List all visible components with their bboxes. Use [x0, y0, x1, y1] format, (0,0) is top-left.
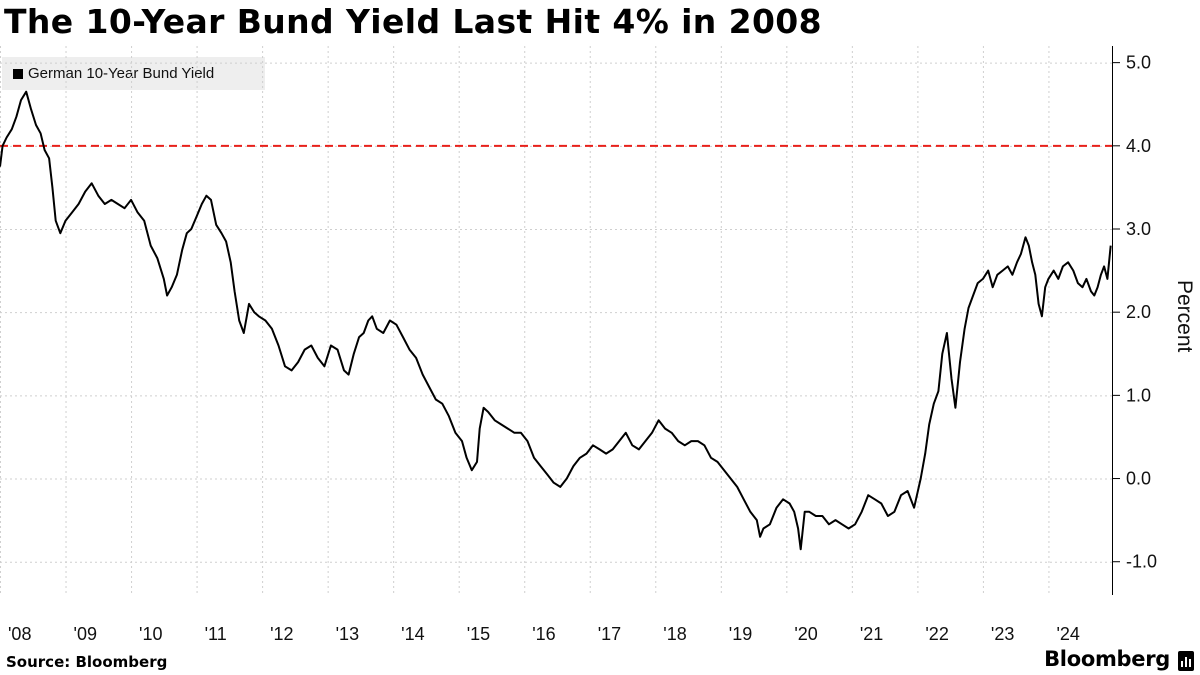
bloomberg-logo-icon [1178, 651, 1194, 671]
y-tick-label: 5.0 [1126, 53, 1151, 73]
x-tick-label: '15 [467, 624, 490, 644]
brand-wordmark: Bloomberg [1044, 647, 1170, 671]
x-tick-label: '20 [794, 624, 817, 644]
x-tick-label: '11 [205, 624, 227, 644]
x-tick-label: '10 [139, 624, 162, 644]
y-tick-label: 4.0 [1126, 136, 1151, 156]
legend-swatch [13, 68, 23, 79]
x-tick-label: '16 [532, 624, 555, 644]
y-tick-label: -1.0 [1126, 552, 1157, 572]
chart-title: The 10-Year Bund Yield Last Hit 4% in 20… [4, 2, 823, 41]
legend-label: German 10-Year Bund Yield [28, 65, 215, 82]
x-tick-label: '12 [270, 624, 293, 644]
x-tick-label: '18 [663, 624, 686, 644]
x-tick-label: '21 [860, 624, 883, 644]
x-tick-label: '09 [74, 624, 97, 644]
x-tick-label: '24 [1056, 624, 1079, 644]
series-line-bund-yield [0, 90, 1112, 551]
x-tick-label: '23 [991, 624, 1014, 644]
y-tick-label: 1.0 [1126, 385, 1151, 405]
y-axis-title: Percent [1173, 280, 1196, 353]
x-tick-label: '14 [401, 624, 424, 644]
source-note: Source: Bloomberg [6, 653, 168, 671]
y-tick-label: 0.0 [1126, 469, 1151, 489]
y-tick-label: 2.0 [1126, 302, 1151, 322]
y-tick-label: 3.0 [1126, 219, 1151, 239]
legend: German 10-Year Bund Yield [2, 57, 265, 90]
x-tick-label: '17 [598, 624, 621, 644]
x-tick-label: '13 [336, 624, 359, 644]
x-tick-label: '22 [925, 624, 948, 644]
x-tick-label: '19 [729, 624, 752, 644]
x-tick-label: '08 [8, 624, 31, 644]
